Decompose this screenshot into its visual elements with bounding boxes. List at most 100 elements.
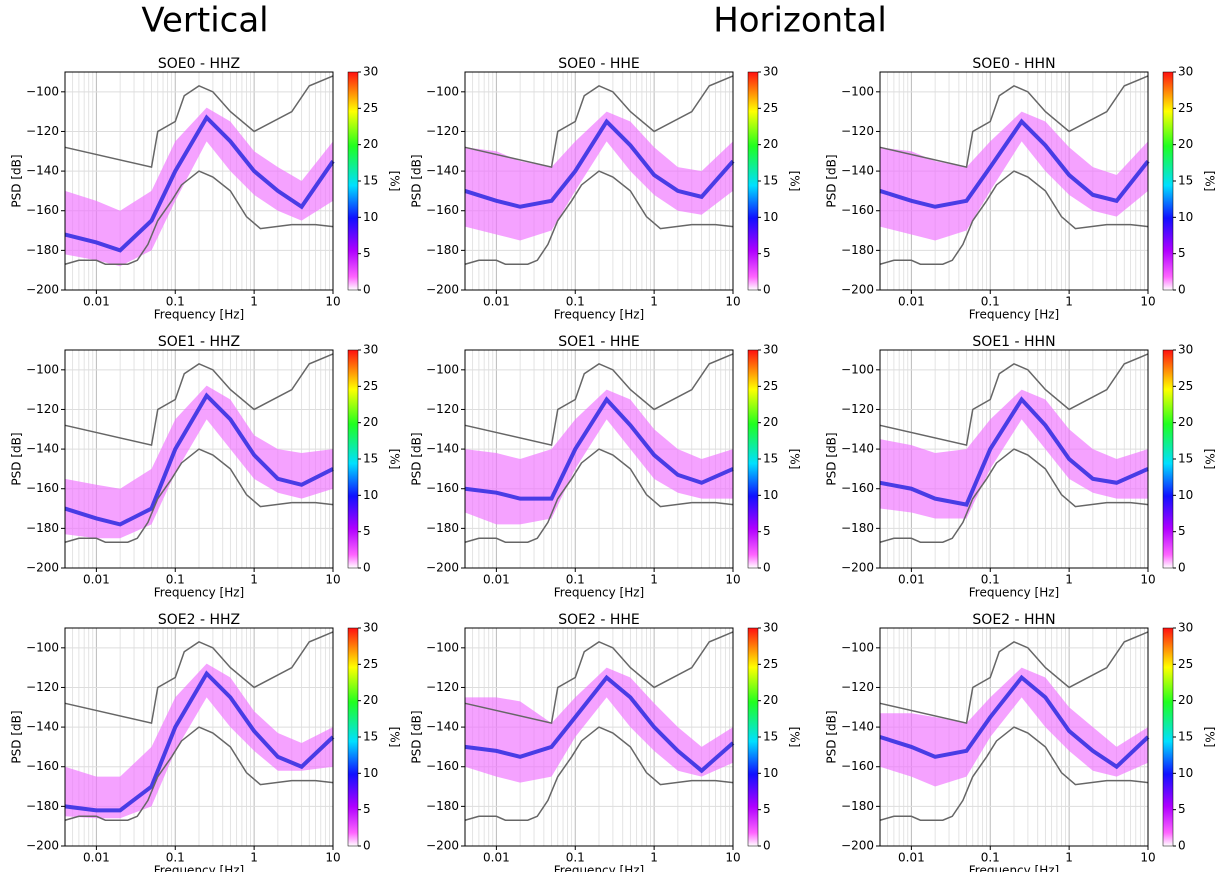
x-tick-label: 0.01 [898, 573, 925, 587]
x-tick-label: 1 [650, 295, 658, 309]
x-axis-label: Frequency [Hz] [969, 308, 1060, 322]
mode-line [879, 396, 1149, 507]
y-axis-label: PSD [dB] [10, 710, 24, 763]
colorbar-tick-label: 20 [763, 415, 778, 429]
colorbar [747, 71, 759, 291]
x-tick-label: 0.1 [981, 295, 1000, 309]
panel-title: SOE1 - HHE [558, 334, 640, 350]
y-tick-label: −140 [26, 164, 59, 178]
x-tick-label: 1 [250, 851, 258, 865]
x-axis-label: Frequency [Hz] [969, 586, 1060, 600]
y-tick-label: −160 [841, 759, 874, 773]
y-tick-label: −120 [426, 680, 459, 694]
colorbar-label: [%] [1203, 449, 1217, 470]
y-tick-label: −180 [426, 243, 459, 257]
x-axis-label: Frequency [Hz] [554, 864, 645, 873]
colorbar-tick-label: 25 [763, 657, 778, 671]
mode-line [64, 114, 335, 253]
y-axis-label: PSD [dB] [410, 154, 424, 207]
colorbar-tick-label: 25 [363, 379, 378, 393]
x-tick-label: 1 [250, 573, 258, 587]
mode-line [879, 674, 1150, 770]
noise-model [879, 170, 1149, 265]
mode-line [464, 118, 735, 209]
noise-model [879, 75, 1149, 169]
colorbar-tick-label: 30 [763, 621, 778, 635]
colorbar-label: [%] [1203, 727, 1217, 748]
x-tick-label: 10 [1140, 851, 1155, 865]
x-axis-label: Frequency [Hz] [554, 586, 645, 600]
colorbar-tick-label: 20 [763, 137, 778, 151]
density-band [880, 111, 1148, 241]
y-tick-label: −200 [426, 283, 459, 297]
noise-model [464, 726, 734, 821]
y-tick-label: −180 [426, 799, 459, 813]
colorbar-tick-label: 15 [363, 174, 378, 188]
density-band [65, 385, 333, 539]
x-tick-label: 10 [725, 851, 740, 865]
noise-model [64, 631, 334, 725]
colorbar-tick-label: 30 [763, 343, 778, 357]
colorbar-tick-label: 5 [1178, 246, 1186, 260]
noise-model [64, 75, 334, 169]
y-tick-label: −140 [841, 442, 874, 456]
y-tick-label: −140 [26, 442, 59, 456]
column-heading: Vertical [141, 1, 268, 41]
x-tick-label: 0.1 [981, 851, 1000, 865]
x-axis-label: Frequency [Hz] [154, 864, 245, 873]
colorbar-tick-label: 10 [363, 488, 378, 502]
y-tick-label: −180 [26, 243, 59, 257]
colorbar-tick-label: 20 [1178, 137, 1193, 151]
density-band [880, 667, 1148, 787]
colorbar-tick-label: 20 [363, 415, 378, 429]
x-tick-label: 0.01 [83, 851, 110, 865]
y-axis-label: PSD [dB] [825, 154, 839, 207]
colorbar-label: [%] [388, 171, 402, 192]
noise-model [879, 631, 1149, 725]
colorbar-tick-label: 5 [763, 524, 771, 538]
y-tick-label: −160 [26, 203, 59, 217]
y-tick-label: −100 [426, 640, 459, 654]
y-tick-label: −100 [841, 84, 874, 98]
noise-model [64, 726, 334, 821]
y-tick-label: −160 [426, 481, 459, 495]
x-tick-label: 0.1 [166, 573, 185, 587]
y-tick-label: −120 [841, 680, 874, 694]
colorbar-tick-label: 20 [363, 693, 378, 707]
x-tick-label: 1 [1065, 573, 1073, 587]
y-tick-label: −200 [26, 561, 59, 575]
plot-frame [464, 71, 734, 291]
x-axis-label: Frequency [Hz] [154, 308, 245, 322]
y-tick-label: −100 [26, 640, 59, 654]
plot-frame [464, 627, 734, 847]
colorbar-tick-label: 5 [1178, 524, 1186, 538]
y-tick-label: −180 [26, 799, 59, 813]
colorbar-tick-label: 20 [763, 693, 778, 707]
colorbar-tick-label: 25 [363, 657, 378, 671]
colorbar-tick-label: 10 [763, 210, 778, 224]
colorbar-tick-label: 30 [363, 343, 378, 357]
y-axis-label: PSD [dB] [410, 432, 424, 485]
y-tick-label: −180 [26, 521, 59, 535]
colorbar [347, 349, 359, 569]
noise-model [464, 353, 734, 447]
x-tick-label: 0.01 [483, 851, 510, 865]
colorbar-label: [%] [1203, 171, 1217, 192]
colorbar-tick-label: 0 [1178, 561, 1186, 575]
noise-model [64, 448, 334, 543]
colorbar-label: [%] [788, 171, 802, 192]
x-tick-label: 1 [650, 573, 658, 587]
colorbar-tick-label: 10 [1178, 210, 1193, 224]
column-heading: Horizontal [713, 1, 887, 41]
y-axis-label: PSD [dB] [825, 710, 839, 763]
noise-model [64, 170, 334, 265]
colorbar-tick-label: 25 [363, 101, 378, 115]
y-tick-label: −140 [841, 720, 874, 734]
colorbar-tick-label: 30 [363, 621, 378, 635]
x-tick-label: 1 [250, 295, 258, 309]
x-tick-label: 0.1 [166, 295, 185, 309]
colorbar [1162, 349, 1174, 569]
y-tick-label: −140 [26, 720, 59, 734]
y-tick-label: −160 [26, 481, 59, 495]
plot-frame [64, 627, 334, 847]
